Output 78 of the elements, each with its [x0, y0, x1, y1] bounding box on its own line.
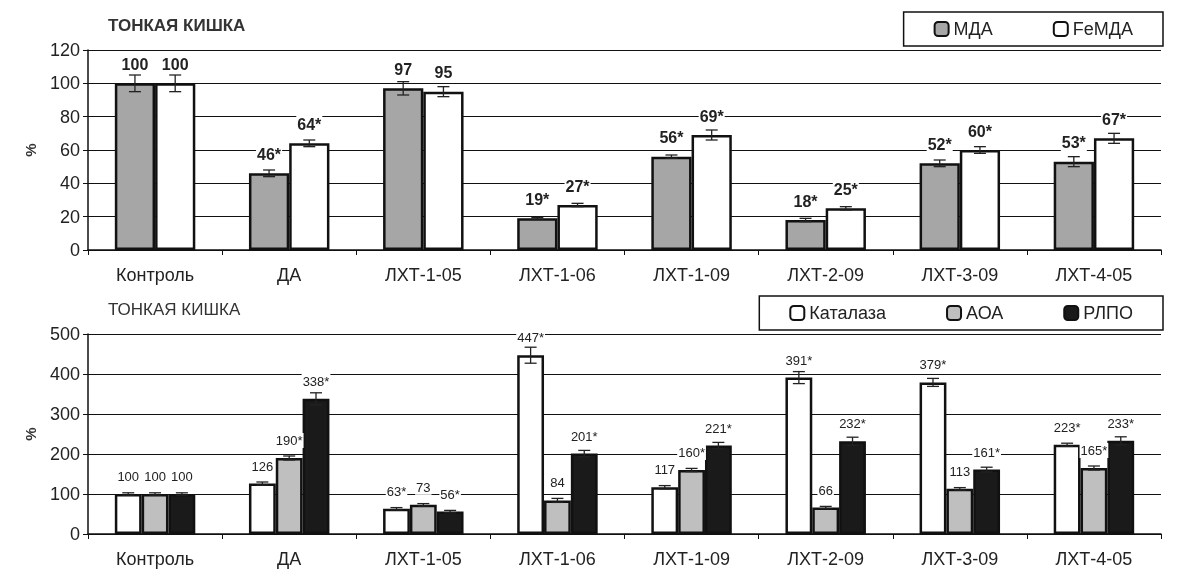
- data-label: 84: [550, 475, 565, 491]
- y-tick-label: 0: [69, 524, 80, 544]
- legend-label: МДА: [953, 19, 993, 39]
- legend-label: АОА: [966, 303, 1004, 323]
- data-label: 117: [654, 462, 676, 478]
- data-label: 233*: [1107, 415, 1135, 431]
- y-tick-label: 500: [49, 324, 80, 344]
- x-tick-label: ЛХТ-1-09: [653, 549, 730, 569]
- data-label: 27*: [565, 177, 591, 195]
- x-tick-label: Контроль: [115, 265, 195, 285]
- data-label: 63*: [386, 483, 407, 499]
- legend-label: Каталаза: [809, 303, 888, 323]
- y-tick-label: 60: [59, 140, 80, 160]
- data-label: 447*: [517, 330, 544, 346]
- data-label: 60*: [967, 122, 993, 140]
- data-label: 64*: [297, 115, 323, 133]
- y-axis-title: %: [22, 143, 39, 157]
- data-label: 221*: [705, 420, 732, 436]
- x-tick-label: ДА: [277, 549, 302, 569]
- data-label: 73: [416, 479, 431, 495]
- data-label: 100: [161, 55, 189, 73]
- chart-title: ТОНКАЯ КИШКА: [108, 16, 246, 35]
- data-label: 25*: [833, 180, 859, 198]
- x-tick-label: ЛХТ-4-05: [1055, 265, 1133, 285]
- data-label: 160*: [678, 445, 705, 460]
- x-tick-label: ЛХТ-1-05: [384, 265, 462, 285]
- y-tick-label: 200: [49, 444, 80, 464]
- x-tick-label: ЛХТ-3-09: [921, 265, 999, 285]
- x-tick-label: ЛХТ-2-09: [787, 549, 865, 569]
- data-label: 46*: [257, 145, 282, 163]
- data-label: 338*: [302, 373, 330, 389]
- data-label: 66: [818, 482, 833, 498]
- y-tick-label: 100: [49, 484, 80, 504]
- data-label: 100: [117, 469, 140, 484]
- y-tick-label: 300: [49, 404, 80, 424]
- data-label: 391*: [785, 352, 813, 368]
- x-tick-label: ЛХТ-4-05: [1055, 549, 1133, 569]
- data-label: 19*: [525, 190, 551, 208]
- x-tick-label: ЛХТ-2-09: [787, 265, 865, 285]
- data-label: 52*: [927, 135, 953, 153]
- x-tick-label: Контроль: [115, 549, 195, 569]
- data-label: 100: [171, 469, 193, 484]
- x-tick-label: ЛХТ-3-09: [921, 549, 999, 569]
- legend-label: FeМДА: [1072, 19, 1134, 39]
- data-label: 18*: [793, 192, 819, 210]
- data-label: 232*: [839, 416, 866, 432]
- data-label: 165*: [1080, 443, 1108, 458]
- data-label: 97: [394, 60, 413, 78]
- x-tick-label: ЛХТ-1-09: [653, 265, 730, 285]
- x-tick-label: ЛХТ-1-05: [384, 549, 462, 569]
- data-label: 53*: [1061, 134, 1087, 152]
- data-label: 69*: [699, 107, 725, 125]
- data-label: 67*: [1102, 110, 1127, 128]
- data-label: 113: [949, 463, 971, 479]
- data-label: 56*: [440, 486, 460, 502]
- chart-title: ТОНКАЯ КИШКА: [108, 300, 241, 319]
- data-label: 56*: [659, 129, 685, 147]
- data-label: 201*: [570, 428, 598, 444]
- y-tick-label: 120: [49, 40, 80, 60]
- data-label: 190*: [275, 433, 303, 448]
- data-label: 100: [144, 469, 166, 484]
- data-label: 379*: [919, 357, 947, 373]
- x-tick-label: ЛХТ-1-06: [519, 549, 596, 569]
- y-tick-label: 400: [49, 364, 80, 384]
- data-label: 95: [434, 64, 453, 82]
- data-label: 100: [121, 55, 149, 73]
- x-tick-label: ДА: [277, 265, 302, 285]
- y-tick-label: 100: [49, 73, 80, 94]
- data-label: 126: [251, 458, 274, 474]
- y-axis-title: %: [22, 427, 39, 441]
- legend-label: РЛПО: [1083, 303, 1133, 323]
- y-tick-label: 80: [59, 106, 80, 127]
- data-label: 161*: [973, 444, 1001, 460]
- x-tick-label: ЛХТ-1-06: [519, 265, 596, 285]
- y-tick-label: 0: [69, 240, 80, 260]
- y-tick-label: 40: [59, 173, 80, 194]
- y-tick-label: 20: [59, 206, 80, 227]
- data-label: 223*: [1053, 419, 1081, 435]
